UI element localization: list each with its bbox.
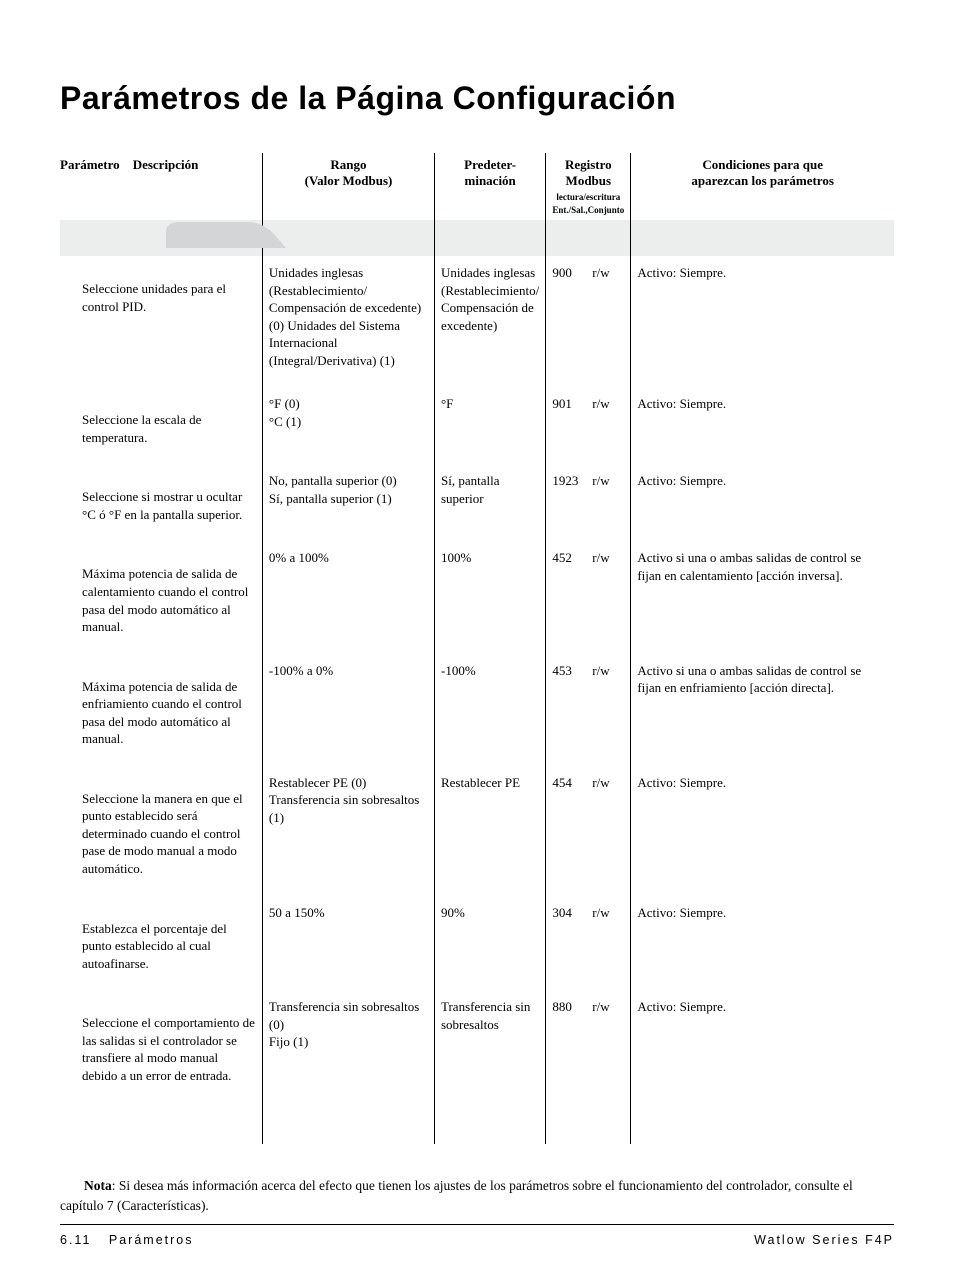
cell-range: -100% a 0% <box>262 654 434 766</box>
table-band <box>60 220 894 248</box>
cell-modbus-rw: r/w <box>586 896 631 991</box>
cell-modbus-rw: r/w <box>586 464 631 541</box>
cell-modbus-rw: r/w <box>586 256 631 387</box>
hdr-pred: Predeter- minación <box>434 153 545 220</box>
table-row: Establezca el porcentaje del punto estab… <box>60 896 894 991</box>
tab-shape-icon <box>166 220 286 248</box>
table-row: Seleccione unidades para el control PID.… <box>60 256 894 387</box>
table-row: Máxima potencia de salida de calentamien… <box>60 541 894 653</box>
cell-conditions: Activo si una o ambas salidas de control… <box>631 541 894 653</box>
cell-predetermination: Unidades inglesas (Restablecimiento/ Com… <box>434 256 545 387</box>
cell-description: Seleccione si mostrar u ocultar °C ó °F … <box>60 464 262 541</box>
cell-conditions: Activo: Siempre. <box>631 256 894 387</box>
table-row: Seleccione la manera en que el punto est… <box>60 766 894 896</box>
cell-conditions: Activo: Siempre. <box>631 464 894 541</box>
cell-modbus-rw: r/w <box>586 387 631 464</box>
cell-modbus-rw: r/w <box>586 541 631 653</box>
cell-conditions: Activo si una o ambas salidas de control… <box>631 654 894 766</box>
footnote: Nota: Si desea más información acerca de… <box>60 1162 894 1215</box>
cell-modbus-register: 452 <box>546 541 586 653</box>
cell-predetermination: °F <box>434 387 545 464</box>
cell-modbus-register: 900 <box>546 256 586 387</box>
hdr-cond: Condiciones para que aparezcan los parám… <box>631 153 894 220</box>
cell-description: Seleccione unidades para el control PID. <box>60 256 262 387</box>
hdr-param: Parámetro <box>60 157 120 172</box>
cell-conditions: Activo: Siempre. <box>631 766 894 896</box>
cell-modbus-rw: r/w <box>586 766 631 896</box>
table-subband <box>60 248 894 256</box>
cell-predetermination: Restablecer PE <box>434 766 545 896</box>
cell-predetermination: Transferencia sin sobresaltos <box>434 990 545 1144</box>
cell-modbus-register: 1923 <box>546 464 586 541</box>
cell-description: Establezca el porcentaje del punto estab… <box>60 896 262 991</box>
cell-modbus-register: 304 <box>546 896 586 991</box>
hdr-modbus-sub2: Ent./Sal.,Conjunto <box>552 205 624 216</box>
cell-description: Máxima potencia de salida de calentamien… <box>60 541 262 653</box>
cell-range: 0% a 100% <box>262 541 434 653</box>
cell-modbus-rw: r/w <box>586 990 631 1144</box>
hdr-range-sub: (Valor Modbus) <box>305 173 393 188</box>
cell-range: No, pantalla superior (0) Sí, pantalla s… <box>262 464 434 541</box>
page-title: Parámetros de la Página Configuración <box>60 80 894 117</box>
cell-description: Máxima potencia de salida de enfriamient… <box>60 654 262 766</box>
cell-modbus-register: 880 <box>546 990 586 1144</box>
page-footer: 6.11 Parámetros Watlow Series F4P <box>60 1224 894 1247</box>
table-row: Seleccione la escala de temperatura.°F (… <box>60 387 894 464</box>
table-row: Máxima potencia de salida de enfriamient… <box>60 654 894 766</box>
cell-predetermination: -100% <box>434 654 545 766</box>
cell-range: Transferencia sin sobresaltos (0) Fijo (… <box>262 990 434 1144</box>
cell-range: Restablecer PE (0) Transferencia sin sob… <box>262 766 434 896</box>
cell-range: Unidades inglesas (Restablecimiento/ Com… <box>262 256 434 387</box>
hdr-modbus-sub1: lectura/escritura <box>552 192 624 203</box>
cell-predetermination: 90% <box>434 896 545 991</box>
cell-modbus-register: 454 <box>546 766 586 896</box>
cell-modbus-rw: r/w <box>586 654 631 766</box>
cell-modbus-register: 453 <box>546 654 586 766</box>
hdr-modbus: Registro Modbus <box>565 157 612 188</box>
cell-conditions: Activo: Siempre. <box>631 387 894 464</box>
cell-description: Seleccione la manera en que el punto est… <box>60 766 262 896</box>
table-row: Seleccione el comportamiento de las sali… <box>60 990 894 1144</box>
cell-conditions: Activo: Siempre. <box>631 896 894 991</box>
cell-modbus-register: 901 <box>546 387 586 464</box>
table-header-row: Parámetro Descripción Rango (Valor Modbu… <box>60 153 894 220</box>
cell-range: °F (0) °C (1) <box>262 387 434 464</box>
note-label: Nota <box>84 1178 112 1193</box>
cell-range: 50 a 150% <box>262 896 434 991</box>
cell-predetermination: Sí, pantalla superior <box>434 464 545 541</box>
table-row: Seleccione si mostrar u ocultar °C ó °F … <box>60 464 894 541</box>
cell-description: Seleccione el comportamiento de las sali… <box>60 990 262 1144</box>
cell-predetermination: 100% <box>434 541 545 653</box>
cell-conditions: Activo: Siempre. <box>631 990 894 1144</box>
parameters-table: Parámetro Descripción Rango (Valor Modbu… <box>60 153 894 1144</box>
hdr-range: Rango <box>330 157 366 172</box>
hdr-desc: Descripción <box>133 157 199 172</box>
cell-description: Seleccione la escala de temperatura. <box>60 387 262 464</box>
note-text: : Si desea más información acerca del ef… <box>60 1178 853 1213</box>
